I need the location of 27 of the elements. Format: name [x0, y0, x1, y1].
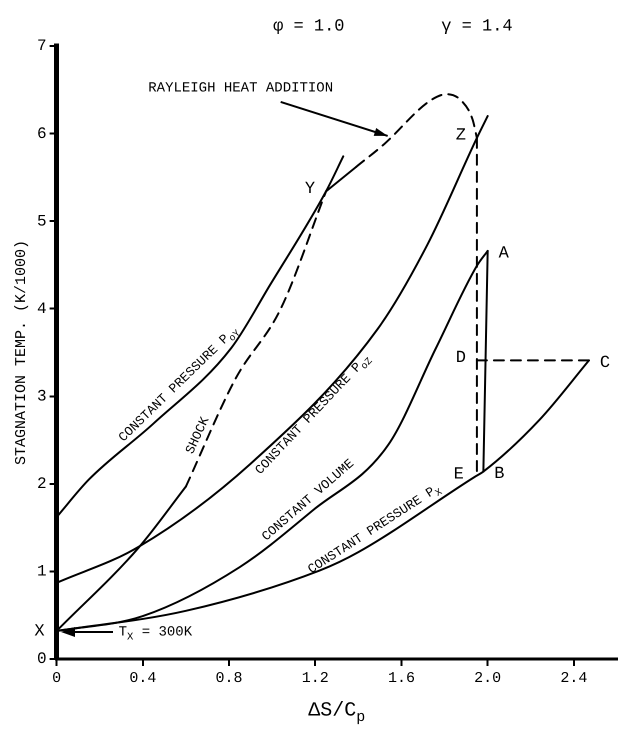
x-tick-label: 2.4 [560, 670, 588, 687]
text: φ = 1.0 [273, 18, 344, 36]
annotation: X [34, 622, 45, 642]
x-tick-label: 0 [52, 670, 62, 687]
y-tick-label: 1 [36, 562, 47, 581]
y-tick-label: 0 [36, 650, 47, 668]
y-tick-label: 5 [36, 212, 47, 230]
annotation: E [454, 465, 464, 484]
annotation: A [498, 244, 510, 264]
y-tick-label: 7 [36, 37, 47, 56]
annotation: Z [456, 126, 466, 146]
annotation: Y [304, 180, 316, 199]
y-tick-label: 2 [36, 475, 47, 494]
text: γ = 1.4 [441, 18, 513, 36]
y-axis-title: STAGNATION TEMP. (K/1000) [12, 240, 30, 466]
x-tick-label: 0.4 [129, 670, 156, 687]
x-tick-label: 1.6 [388, 670, 415, 687]
y-tick-label: 3 [36, 388, 47, 406]
annotation: D [456, 348, 466, 368]
x-tick-label: 2.0 [474, 670, 502, 687]
annotation: RAYLEIGH HEAT ADDITION [148, 80, 334, 97]
x-tick-label: 1.2 [302, 670, 329, 687]
annotation: C [600, 354, 610, 373]
y-tick-label: 6 [36, 124, 47, 143]
x-tick-label: 0.8 [216, 670, 243, 687]
annotation: B [494, 465, 504, 484]
y-tick-label: 4 [36, 300, 47, 318]
